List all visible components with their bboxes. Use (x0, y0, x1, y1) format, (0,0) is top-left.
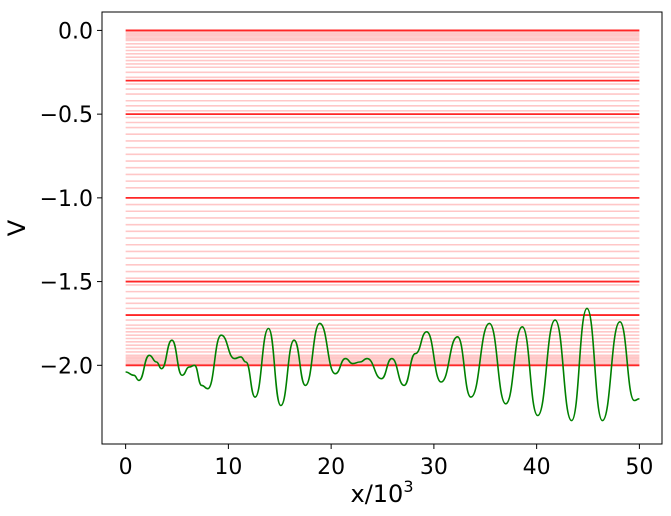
x-tick-label: 30 (420, 455, 448, 480)
ticks-layer: 0 10 20 30 40 50 0.0 −0.5 −1.0 −1.5 −2.0 (40, 19, 654, 480)
y-tick-label: −1.0 (40, 187, 93, 212)
x-tick-label: 40 (523, 455, 551, 480)
y-tick-label: −0.5 (40, 103, 93, 128)
x-axis-label-exponent: 3 (403, 477, 413, 496)
y-tick-label: −2.0 (40, 354, 93, 379)
series-curve (125, 307, 640, 422)
plot-frame (101, 11, 663, 445)
x-tick-label: 0 (119, 455, 133, 480)
curve-layer (125, 307, 640, 422)
y-tick-label: −1.5 (40, 271, 93, 296)
x-tick-label: 10 (214, 455, 242, 480)
x-axis-label-base: x/10 (350, 480, 403, 508)
levels-layer (125, 29, 640, 367)
x-tick-label: 50 (625, 455, 653, 480)
y-axis-label: V (3, 219, 31, 236)
x-tick-label: 20 (317, 455, 345, 480)
y-tick-label: 0.0 (58, 19, 93, 44)
x-axis-label: x/103 (350, 477, 413, 508)
